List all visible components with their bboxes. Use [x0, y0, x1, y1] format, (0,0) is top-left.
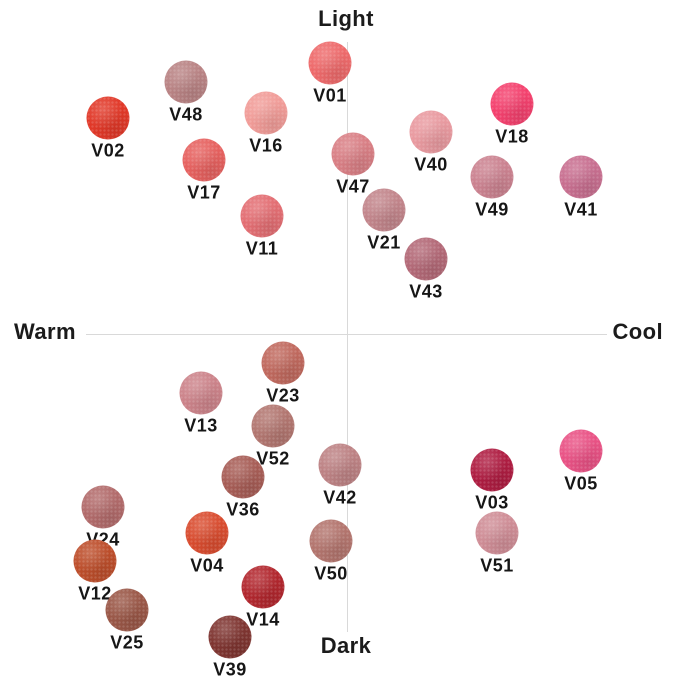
swatch-label: V36: [226, 499, 260, 520]
swatch-V01: V01: [308, 41, 352, 106]
swatch-label: V41: [564, 199, 598, 220]
swatch-V18: V18: [490, 82, 534, 147]
axis-label-cool: Cool: [612, 319, 663, 344]
swatch-label: V50: [314, 563, 348, 584]
swatch-V21: V21: [362, 188, 406, 253]
swatch-label: V05: [564, 473, 598, 494]
swatch-V03: V03: [470, 448, 514, 513]
swatch-V23: V23: [261, 341, 305, 406]
swatch-V40: V40: [409, 110, 453, 175]
swatch-label: V47: [336, 176, 370, 197]
swatch-label: V49: [475, 199, 509, 220]
horizontal-axis-line: [86, 334, 607, 335]
swatch-V52: V52: [251, 404, 295, 469]
axis-label-dark: Dark: [320, 633, 372, 658]
swatch-label: V51: [480, 555, 514, 576]
swatch-label: V11: [245, 238, 279, 259]
swatch-V17: V17: [182, 138, 226, 203]
swatch-V49: V49: [470, 155, 514, 220]
axis-label-warm: Warm: [14, 319, 76, 344]
swatch-label: V21: [367, 232, 401, 253]
vertical-axis-line: [347, 42, 348, 632]
swatch-V51: V51: [475, 511, 519, 576]
swatch-V48: V48: [164, 60, 208, 125]
swatch-V50: V50: [309, 519, 353, 584]
swatch-V11: V11: [240, 194, 284, 259]
swatch-label: V13: [184, 415, 218, 436]
swatch-V16: V16: [244, 91, 288, 156]
swatch-V02: V02: [86, 96, 130, 161]
swatch-label: V42: [323, 487, 357, 508]
swatch-V04: V04: [185, 511, 229, 576]
swatch-V42: V42: [318, 443, 362, 508]
swatch-V24: V24: [81, 485, 125, 550]
swatch-label: V02: [91, 140, 125, 161]
swatch-V05: V05: [559, 429, 603, 494]
swatch-label: V17: [187, 182, 221, 203]
swatch-label: V39: [213, 659, 247, 679]
swatch-label: V23: [266, 385, 300, 406]
swatch-V36: V36: [221, 455, 265, 520]
swatch-label: V14: [246, 609, 280, 630]
swatch-label: V03: [475, 492, 509, 513]
swatch-V43: V43: [404, 237, 448, 302]
swatch-label: V12: [78, 583, 112, 604]
swatch-label: V18: [495, 126, 529, 147]
swatch-label: V01: [313, 85, 347, 106]
swatch-V41: V41: [559, 155, 603, 220]
swatch-V39: V39: [208, 615, 252, 679]
axis-label-light: Light: [318, 6, 374, 31]
swatch-label: V48: [169, 104, 203, 125]
swatch-V14: V14: [241, 565, 285, 630]
swatch-V12: V12: [73, 539, 117, 604]
swatch-label: V16: [249, 135, 283, 156]
swatch-V47: V47: [331, 132, 375, 197]
swatch-label: V52: [256, 448, 290, 469]
swatch-V25: V25: [105, 588, 149, 653]
swatch-label: V43: [409, 281, 443, 302]
swatch-V13: V13: [179, 371, 223, 436]
swatch-label: V40: [414, 154, 448, 175]
swatch-label: V04: [190, 555, 224, 576]
swatch-label: V25: [110, 632, 144, 653]
